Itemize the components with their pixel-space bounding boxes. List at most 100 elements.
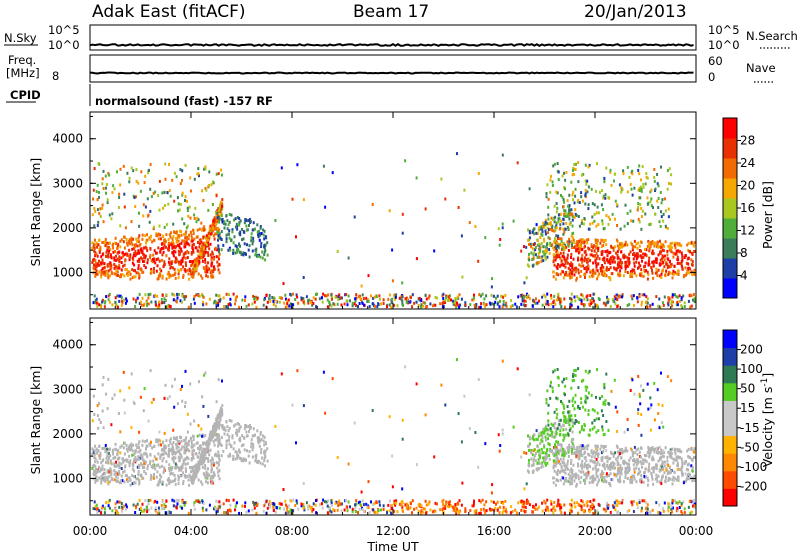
echo-cell xyxy=(555,244,557,247)
echo-cell xyxy=(117,271,119,274)
echo-cell xyxy=(474,225,476,228)
echo-cell xyxy=(170,274,172,277)
echo-cell xyxy=(442,293,444,296)
echo-cell xyxy=(218,294,220,297)
echo-cell xyxy=(141,464,143,467)
echo-cell xyxy=(603,465,605,468)
echo-cell xyxy=(119,446,121,449)
echo-cell xyxy=(254,228,256,231)
echo-cell xyxy=(577,180,579,183)
echo-cell xyxy=(609,218,611,221)
echo-cell xyxy=(643,481,645,484)
echo-cell xyxy=(604,274,606,277)
echo-cell xyxy=(296,163,298,166)
echo-cell xyxy=(184,199,186,202)
echo-cell xyxy=(670,455,672,458)
echo-cell xyxy=(310,301,312,304)
echo-cell xyxy=(586,241,588,244)
echo-cell xyxy=(571,293,573,296)
echo-cell xyxy=(283,302,285,305)
echo-cell xyxy=(673,273,675,276)
echo-cell xyxy=(368,300,370,303)
date-label: 20/Jan/2013 xyxy=(584,2,687,22)
echo-cell xyxy=(587,298,589,301)
echo-cell xyxy=(597,481,599,484)
echo-cell xyxy=(269,294,271,297)
echo-cell xyxy=(207,266,209,269)
echo-cell xyxy=(621,261,623,264)
echo-cell xyxy=(542,304,544,307)
echo-cell xyxy=(191,237,193,240)
echo-cell xyxy=(363,297,365,300)
echo-cell xyxy=(592,262,594,265)
echo-cell xyxy=(658,298,660,301)
echo-cell xyxy=(689,267,691,270)
echo-cell xyxy=(182,276,184,279)
echo-cell xyxy=(203,296,205,299)
echo-cell xyxy=(660,243,662,246)
echo-cell xyxy=(166,484,168,487)
echo-cell xyxy=(392,279,394,282)
echo-cell xyxy=(102,383,104,386)
echo-cell xyxy=(615,252,617,255)
echo-cell xyxy=(635,274,637,277)
echo-cell xyxy=(595,453,597,456)
echo-cell xyxy=(144,387,146,390)
echo-cell xyxy=(630,183,632,186)
echo-cell xyxy=(193,438,195,441)
echo-cell xyxy=(124,206,126,209)
echo-cell xyxy=(252,250,254,253)
echo-cell xyxy=(145,241,147,244)
echo-cell xyxy=(570,256,572,259)
echo-cell xyxy=(677,468,679,471)
echo-cell xyxy=(226,234,228,237)
echo-cell xyxy=(132,169,134,172)
echo-cell xyxy=(528,265,530,268)
echo-cell xyxy=(681,263,683,266)
echo-cell xyxy=(146,239,148,242)
echo-cell xyxy=(251,438,253,441)
echo-cell xyxy=(195,259,197,262)
echo-cell xyxy=(635,261,637,264)
echo-cell xyxy=(575,485,577,488)
echo-cell xyxy=(128,446,130,449)
echo-cell xyxy=(605,167,607,170)
echo-cell xyxy=(171,251,173,254)
echo-cell xyxy=(142,456,144,459)
echo-cell xyxy=(114,456,116,459)
echo-cell xyxy=(485,294,487,297)
echo-cell xyxy=(107,275,109,278)
echo-cell xyxy=(222,450,224,453)
echo-cell xyxy=(160,443,162,446)
echo-cell xyxy=(543,245,545,248)
echo-cell xyxy=(111,462,113,465)
echo-cell xyxy=(663,213,665,216)
echo-cell xyxy=(239,233,241,236)
echo-cell xyxy=(252,443,254,446)
echo-cell xyxy=(203,452,205,455)
echo-cell xyxy=(124,236,126,239)
echo-cell xyxy=(685,472,687,475)
echo-cell xyxy=(171,468,173,471)
echo-cell xyxy=(614,245,616,248)
echo-cell xyxy=(676,258,678,261)
y-tick-label: 4000 xyxy=(52,132,83,146)
echo-cell xyxy=(584,447,586,450)
echo-cell xyxy=(580,191,582,194)
echo-cell xyxy=(148,420,150,423)
echo-cell xyxy=(124,465,126,468)
echo-cell xyxy=(176,175,178,178)
echo-cell xyxy=(215,301,217,304)
echo-cell xyxy=(178,234,180,237)
echo-cell xyxy=(638,266,640,269)
echo-cell xyxy=(601,203,603,206)
echo-cell xyxy=(168,271,170,274)
echo-cell xyxy=(319,297,321,300)
echo-cell xyxy=(563,209,565,212)
echo-cell xyxy=(173,436,175,439)
echo-cell xyxy=(229,419,231,422)
echo-cell xyxy=(667,258,669,261)
echo-cell xyxy=(633,269,635,272)
echo-cell xyxy=(491,294,493,297)
echo-cell xyxy=(206,234,208,237)
